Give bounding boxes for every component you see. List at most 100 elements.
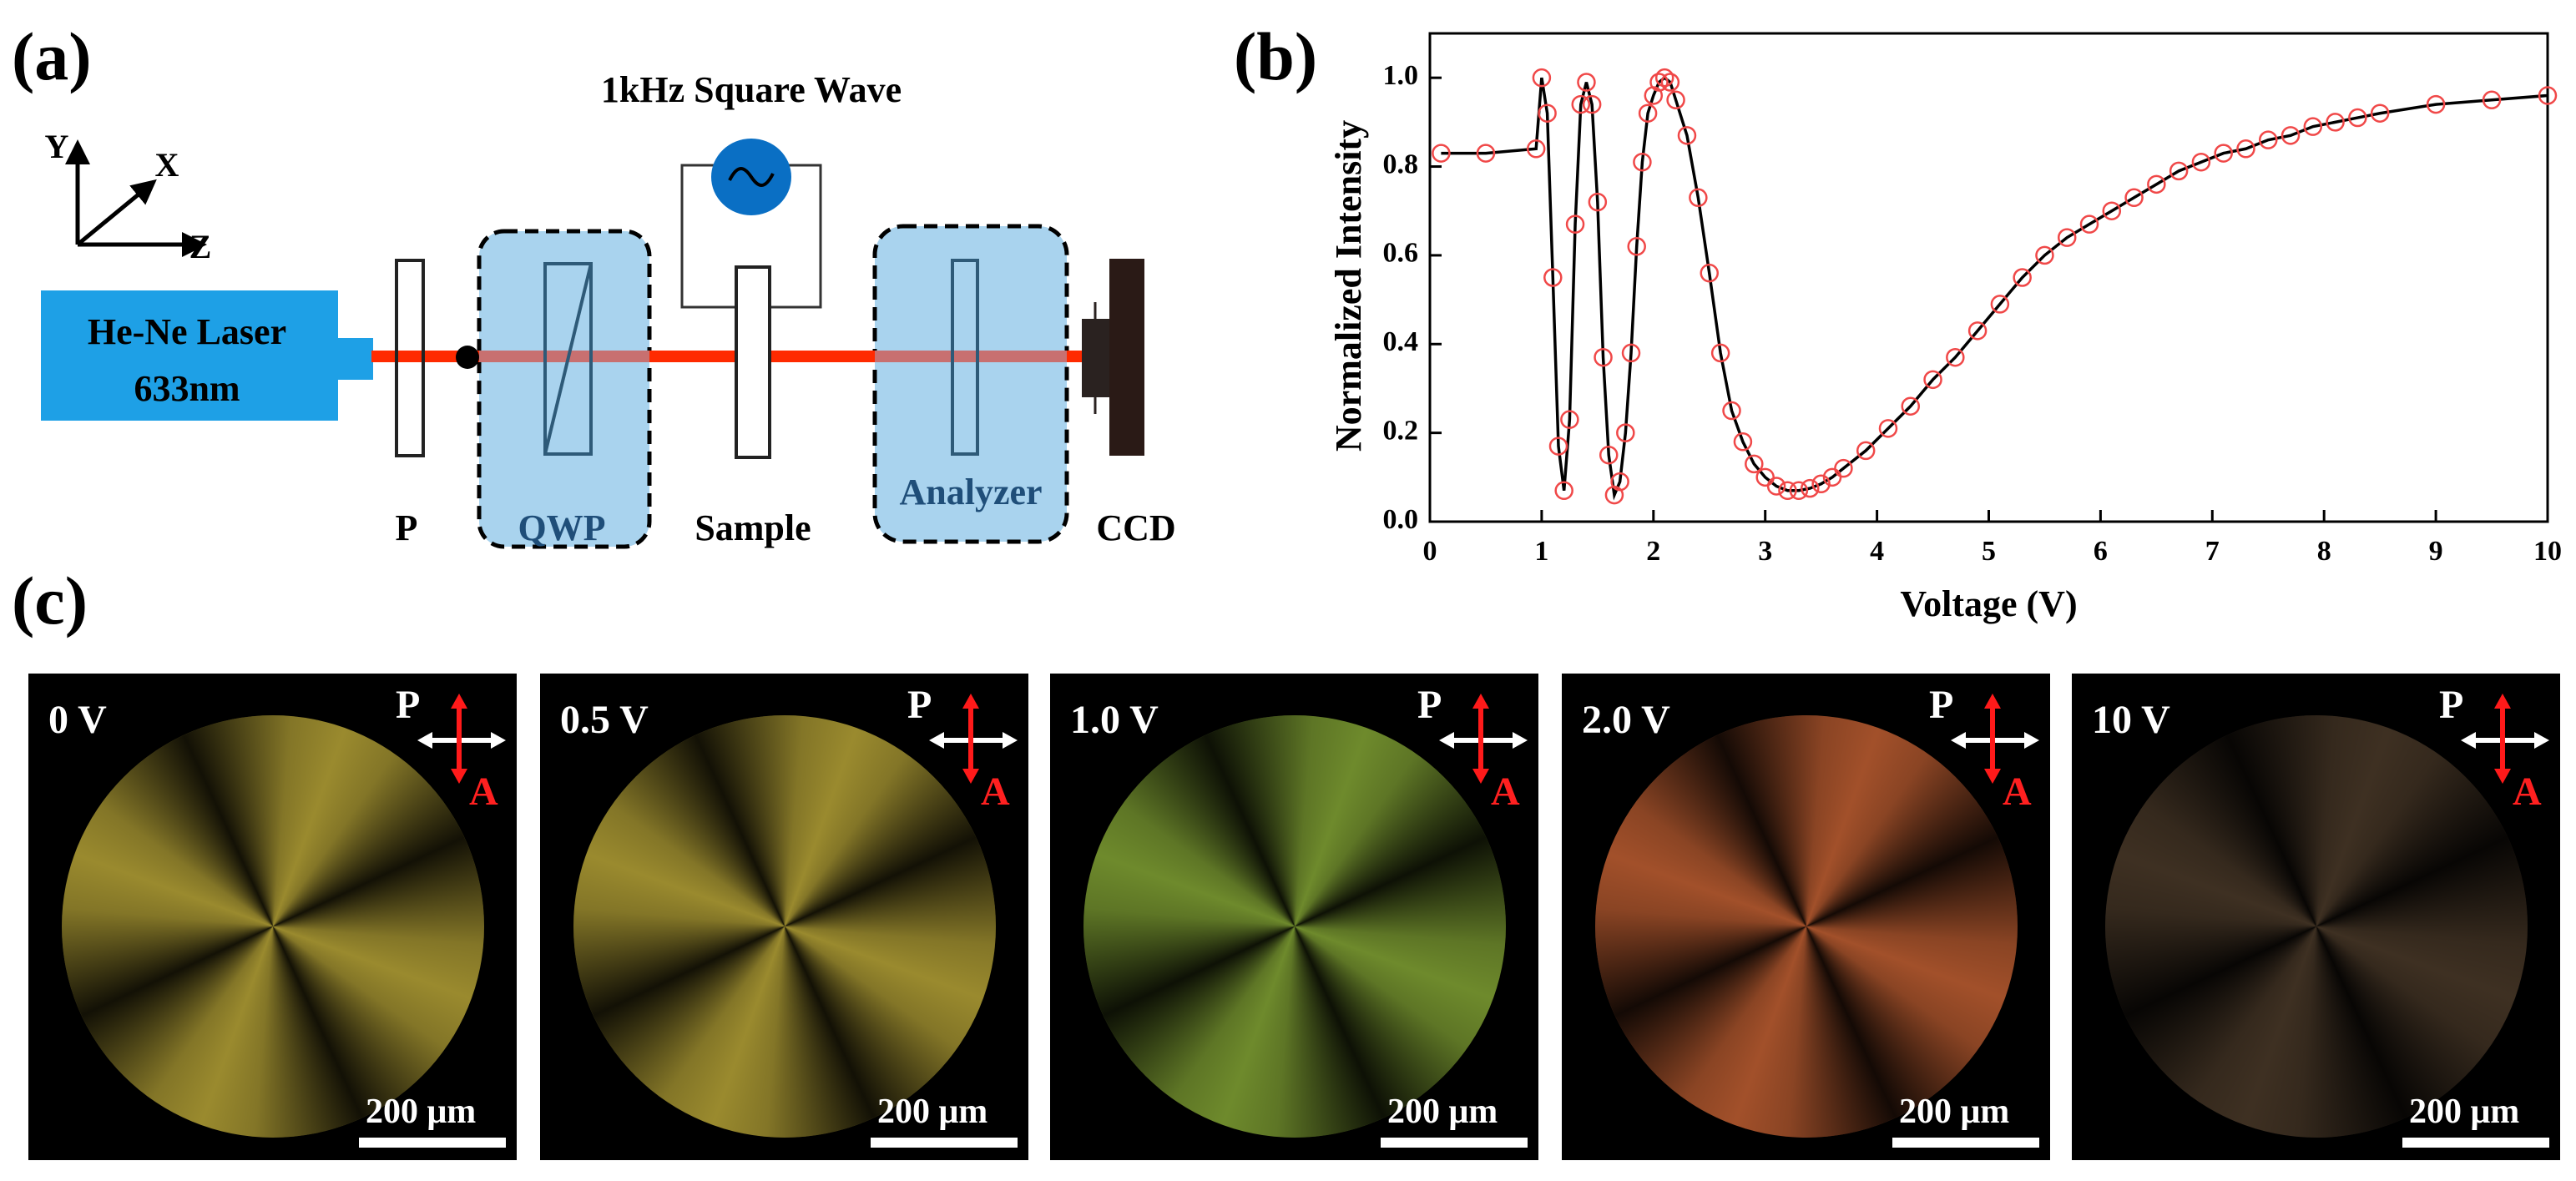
data-point xyxy=(1789,481,1809,501)
sample-disc xyxy=(573,715,996,1138)
data-point xyxy=(1878,419,1898,438)
polarization-arrows xyxy=(1439,694,1528,784)
data-point xyxy=(1811,474,1831,494)
data-point xyxy=(1577,73,1596,92)
voltage-label: 2.0 V xyxy=(1582,698,1670,742)
analyzer-label: A xyxy=(2513,770,2542,814)
axis-letter: X xyxy=(155,146,179,184)
data-point xyxy=(2214,144,2233,163)
x-tick-label: 2 xyxy=(1646,536,1660,567)
plot-frame xyxy=(1428,32,2549,523)
micrograph: 0 V P A 200 μm xyxy=(28,674,517,1160)
data-point xyxy=(1560,410,1579,429)
x-tick-label: 8 xyxy=(2317,536,2331,567)
analyzer-label: A xyxy=(1491,770,1520,814)
data-point xyxy=(2326,113,2345,132)
data-point xyxy=(2348,108,2367,128)
polarizer-label: P xyxy=(1417,683,1442,727)
x-tick-label: 5 xyxy=(1982,536,1996,567)
component-label: CCD xyxy=(1096,507,1175,548)
voltage-label: 0.5 V xyxy=(560,698,649,742)
extinction-cross xyxy=(2105,715,2528,1138)
a-arrow xyxy=(2494,694,2511,784)
qwp-axis xyxy=(543,263,593,455)
scale-bar xyxy=(1892,1138,2039,1148)
data-point xyxy=(1733,432,1753,452)
y-tick-label: 0.6 xyxy=(1383,238,1419,269)
data-point xyxy=(1588,192,1608,212)
y-axis-title: Normalized Intensity xyxy=(1328,120,1369,452)
y-tick-label: 0.4 xyxy=(1383,326,1419,357)
x-tick-label: 1 xyxy=(1534,536,1548,567)
laser xyxy=(41,290,338,421)
scale-bar xyxy=(359,1138,506,1148)
laser-name: He-Ne Laser xyxy=(88,311,286,352)
laser-wavelength: 633nm xyxy=(134,368,240,409)
micrograph: 10 V P A 200 μm xyxy=(2072,674,2560,1160)
series-line xyxy=(1441,75,2548,501)
data-point xyxy=(2124,188,2144,208)
x-tick-label: 9 xyxy=(2429,536,2443,567)
data-point xyxy=(1677,126,1697,145)
extinction-cross xyxy=(1595,715,2018,1138)
data-point xyxy=(1710,343,1730,363)
data-point xyxy=(2079,214,2099,234)
data-point xyxy=(1666,90,1685,110)
scale-bar xyxy=(871,1138,1018,1148)
tilde xyxy=(728,167,775,187)
component-label: P xyxy=(396,507,418,548)
data-point xyxy=(1571,94,1591,114)
data-point xyxy=(2426,94,2446,114)
polarizer-label: P xyxy=(1929,683,1954,727)
axis-letter: Z xyxy=(189,228,212,265)
data-point xyxy=(2013,268,2032,287)
polarizer-label: P xyxy=(396,683,421,727)
component-label: Analyzer xyxy=(899,472,1042,512)
scale-bar xyxy=(2402,1138,2549,1148)
data-point xyxy=(1834,458,1853,478)
beam-in-qwp xyxy=(479,351,649,362)
data-point xyxy=(1766,477,1786,496)
data-point xyxy=(1554,481,1573,501)
data-point xyxy=(2169,161,2189,181)
data-point xyxy=(1599,445,1619,465)
polarizer xyxy=(395,259,425,457)
sample-disc xyxy=(1595,715,2018,1138)
data-point xyxy=(1990,295,2010,314)
polarization-arrows xyxy=(929,694,1018,784)
a-arrow xyxy=(451,694,467,784)
analyzer-plate xyxy=(951,259,979,456)
beam-in-analyzer xyxy=(875,351,1067,362)
data-point xyxy=(2482,90,2502,110)
extinction-cross xyxy=(573,715,996,1138)
data-point xyxy=(2236,139,2255,159)
data-point xyxy=(2102,201,2122,220)
data-point xyxy=(1543,268,1563,287)
panel-label: (b) xyxy=(1234,18,1317,94)
analyzer-box xyxy=(872,224,1069,544)
data-point xyxy=(1638,103,1658,123)
voltage-label: 0 V xyxy=(48,698,107,742)
voltage-label: 1.0 V xyxy=(1070,698,1159,742)
y-tick-label: 0.8 xyxy=(1383,149,1419,179)
analyzer-label: A xyxy=(2003,770,2032,814)
component-label: QWP xyxy=(518,507,605,548)
data-point xyxy=(1476,144,1496,163)
x-axis-title: Voltage (V) xyxy=(1900,583,2077,624)
data-point xyxy=(1548,437,1568,456)
ccd-lens xyxy=(1082,319,1112,397)
polarization-arrows xyxy=(2461,694,2549,784)
component-label: Sample xyxy=(695,507,811,548)
extinction-cross xyxy=(62,715,484,1138)
x-tick-label: 0 xyxy=(1423,536,1437,567)
data-point xyxy=(1801,478,1820,498)
data-point xyxy=(1654,68,1674,88)
qwp-box xyxy=(477,229,652,549)
data-point xyxy=(1621,343,1641,363)
a-arrow xyxy=(1984,694,2001,784)
axis-letter: Y xyxy=(45,128,69,165)
data-point xyxy=(1649,73,1669,92)
panel-label: (c) xyxy=(12,563,88,638)
